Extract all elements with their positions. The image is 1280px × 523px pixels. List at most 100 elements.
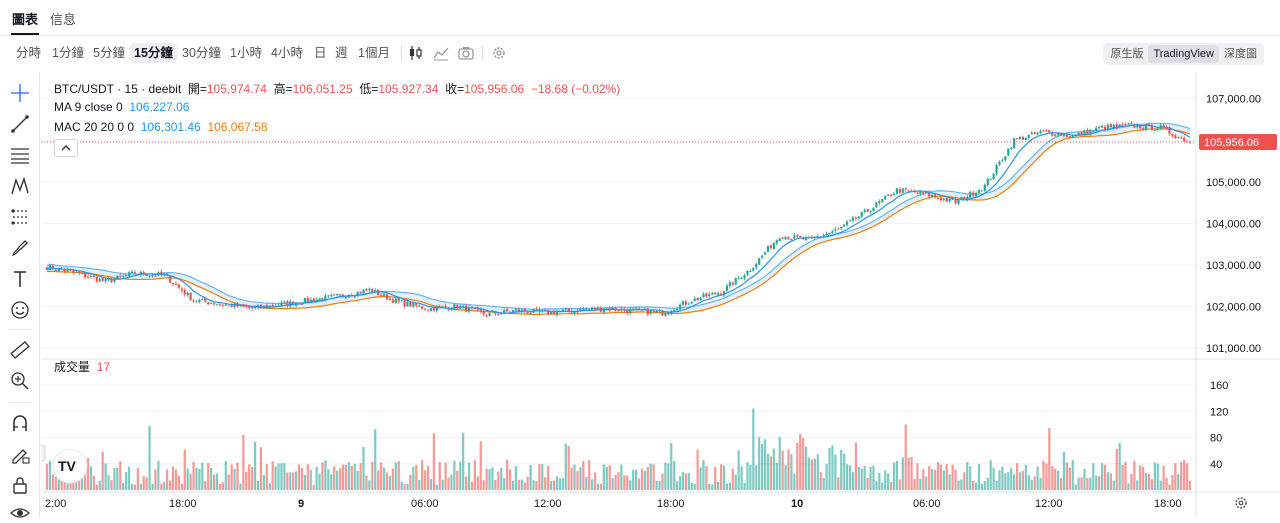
volume-bar [787, 449, 790, 490]
candle [145, 274, 148, 277]
indicators-icon[interactable] [432, 44, 450, 62]
camera-icon[interactable] [457, 44, 475, 62]
candle [687, 303, 690, 305]
interval-week[interactable]: 週 [335, 46, 348, 60]
volume-bar [1109, 473, 1112, 490]
price-axis-label: 104,000.00 [1206, 218, 1261, 230]
volume-bar [330, 474, 333, 490]
interval-4h[interactable]: 4小時 [271, 46, 303, 60]
mode-tradingview[interactable]: TradingView [1148, 45, 1219, 63]
interval-day[interactable]: 日 [314, 46, 327, 60]
price-volume-chart[interactable]: 105,956.06 107,000.00 105,000.00 104,000.00… [41, 72, 1280, 517]
interval-30m[interactable]: 30分鐘 [182, 46, 221, 60]
fib-icon[interactable] [10, 207, 30, 227]
brush-icon[interactable] [10, 238, 30, 258]
volume-bar [166, 469, 169, 490]
candle [1168, 128, 1171, 134]
candle [1150, 124, 1153, 130]
sidebar-divider [8, 402, 32, 403]
volume-bar [728, 482, 731, 490]
candle [127, 272, 131, 276]
candle [884, 195, 887, 200]
volume-bar [1054, 468, 1057, 490]
volume-bar [535, 481, 538, 490]
mode-depth[interactable]: 深度圖 [1224, 48, 1257, 60]
volume-bar [385, 472, 389, 490]
emoji-icon[interactable] [10, 300, 30, 320]
candle [846, 221, 849, 226]
volume-bar [54, 477, 57, 490]
interval-1m[interactable]: 1分鐘 [52, 46, 84, 60]
volume-bar [421, 459, 424, 490]
candle [822, 235, 825, 237]
trend-line-icon[interactable] [10, 114, 30, 134]
volume-legend[interactable]: 成交量 17 [54, 358, 110, 375]
volume-bar [758, 437, 761, 490]
volume-bar [497, 471, 500, 490]
candle [75, 272, 78, 274]
tab-info[interactable]: 信息 [50, 12, 77, 27]
volume-bar [195, 467, 198, 490]
volume-bar [1045, 463, 1048, 490]
volume-bar [377, 470, 380, 490]
mac-legend[interactable]: MAC 20 20 0 0 106,301.46 106,067.58 [54, 120, 268, 134]
chart-area[interactable]: 105,956.06 107,000.00 105,000.00 104,000.00… [41, 72, 1280, 517]
interval-5m[interactable]: 5分鐘 [93, 46, 125, 60]
interval-1h[interactable]: 1小時 [230, 46, 262, 60]
candle [465, 305, 468, 312]
volume-bar [160, 483, 163, 490]
interval-month[interactable]: 1個月 [358, 46, 390, 60]
volume-bar [831, 445, 834, 490]
candle [681, 301, 685, 305]
volume-bar [974, 482, 978, 490]
candle [535, 308, 538, 310]
candle [989, 178, 992, 180]
candle [517, 308, 520, 312]
candle [722, 291, 726, 296]
candles-icon[interactable] [407, 44, 425, 62]
interval-15m[interactable]: 15分鐘 [130, 43, 177, 63]
volume-bar [892, 462, 896, 490]
volume-bar [963, 472, 966, 490]
volume-bar [391, 468, 394, 490]
volume-bar [828, 447, 831, 490]
candle [1048, 130, 1051, 133]
candle [497, 313, 500, 315]
toolbar-separator [401, 46, 402, 60]
volume-bar [834, 454, 837, 490]
text-tool-icon[interactable] [10, 269, 30, 289]
candle [652, 311, 655, 313]
volume-bar [418, 479, 421, 490]
volume-bar [995, 480, 998, 490]
volume-bar [1083, 468, 1086, 490]
candle [365, 288, 368, 291]
tab-chart[interactable]: 圖表 [12, 12, 39, 27]
volume-bar [538, 463, 541, 490]
magnet-icon[interactable] [10, 413, 30, 433]
mode-native[interactable]: 原生版 [1110, 48, 1144, 60]
symbol-label[interactable]: BTC/USDT · 15 · deebit [54, 82, 182, 96]
eye-icon[interactable] [10, 503, 30, 523]
candle [330, 295, 333, 297]
interval-time[interactable]: 分時 [16, 46, 42, 60]
settings-gear-icon[interactable] [490, 44, 508, 62]
candle [467, 307, 471, 312]
volume-bar [637, 478, 641, 490]
candle [377, 289, 380, 296]
volume-bar [573, 464, 576, 490]
horizontal-lines-icon[interactable] [10, 145, 30, 165]
candle [1007, 148, 1010, 156]
pattern-icon[interactable] [10, 176, 30, 196]
volume-bar [1144, 473, 1148, 490]
candle [72, 270, 75, 273]
ma-legend[interactable]: MA 9 close 0 106,227.06 [54, 100, 189, 114]
crosshair-icon[interactable] [10, 83, 30, 103]
lock-pencil-icon[interactable] [10, 444, 30, 464]
volume-bar [676, 481, 679, 490]
ruler-icon[interactable] [10, 340, 30, 360]
volume-bar [113, 467, 116, 490]
zoom-in-icon[interactable] [10, 371, 30, 391]
collapse-legend-button[interactable] [54, 139, 78, 157]
lock-icon[interactable] [10, 475, 30, 495]
volume-bar [1165, 477, 1168, 490]
